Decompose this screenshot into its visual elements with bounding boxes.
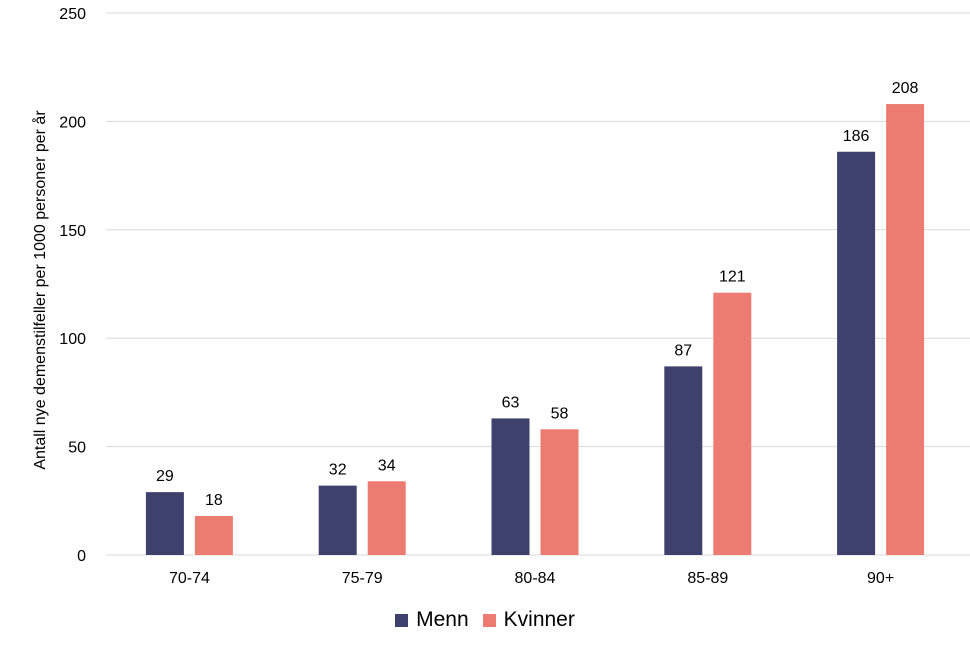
x-tick-label: 90+ [867,570,894,587]
data-label-menn-85-89: 87 [674,342,692,359]
bar-kvinner-90+ [886,104,925,555]
bar-kvinner-80-84 [540,429,579,555]
y-tick-label: 250 [59,6,86,23]
y-axis-title: Antall nye demenstilfeller per 1000 pers… [31,110,49,470]
bar-menn-75-79 [318,485,357,555]
data-label-menn-75-79: 32 [329,462,347,479]
bar-kvinner-85-89 [713,292,752,555]
data-label-kvinner-85-89: 121 [719,269,746,286]
bar-menn-80-84 [491,418,530,555]
bars [145,104,925,555]
legend-swatch-menn [395,613,409,627]
bar-menn-70-74 [145,492,184,555]
gridlines [106,12,970,556]
y-tick-label: 0 [77,548,86,565]
x-tick-label: 80-84 [515,570,556,587]
y-tick-label: 100 [59,331,86,348]
y-tick-label: 200 [59,114,86,131]
y-tick-label: 150 [59,223,86,240]
data-label-menn-90+: 186 [843,128,870,145]
bar-kvinner-70-74 [194,515,233,555]
legend-label-kvinner: Kvinner [503,608,575,631]
bar-menn-90+ [837,151,876,555]
x-tick-label: 75-79 [342,570,383,587]
legend-item-menn: Menn [395,608,469,632]
legend-item-kvinner: Kvinner [482,608,575,632]
data-label-kvinner-90+: 208 [892,80,919,97]
y-axis-ticks: 0 50 100 150 200 250 [59,6,86,565]
x-axis-ticks: 70-74 75-79 80-84 85-89 90+ [169,570,894,587]
legend-label-menn: Menn [416,608,469,631]
data-labels: 29 18 32 34 63 58 87 121 186 208 [156,80,919,509]
legend-swatch-kvinner [482,613,496,627]
data-label-kvinner-80-84: 58 [551,405,569,422]
data-label-kvinner-70-74: 18 [205,492,223,509]
legend: Menn Kvinner [0,608,970,632]
data-label-menn-70-74: 29 [156,468,174,485]
x-tick-label: 85-89 [687,570,728,587]
bar-kvinner-75-79 [367,481,406,555]
bar-menn-85-89 [664,366,703,555]
x-tick-label: 70-74 [169,570,210,587]
data-label-menn-80-84: 63 [502,394,520,411]
data-label-kvinner-75-79: 34 [378,457,396,474]
y-tick-label: 50 [68,440,86,457]
